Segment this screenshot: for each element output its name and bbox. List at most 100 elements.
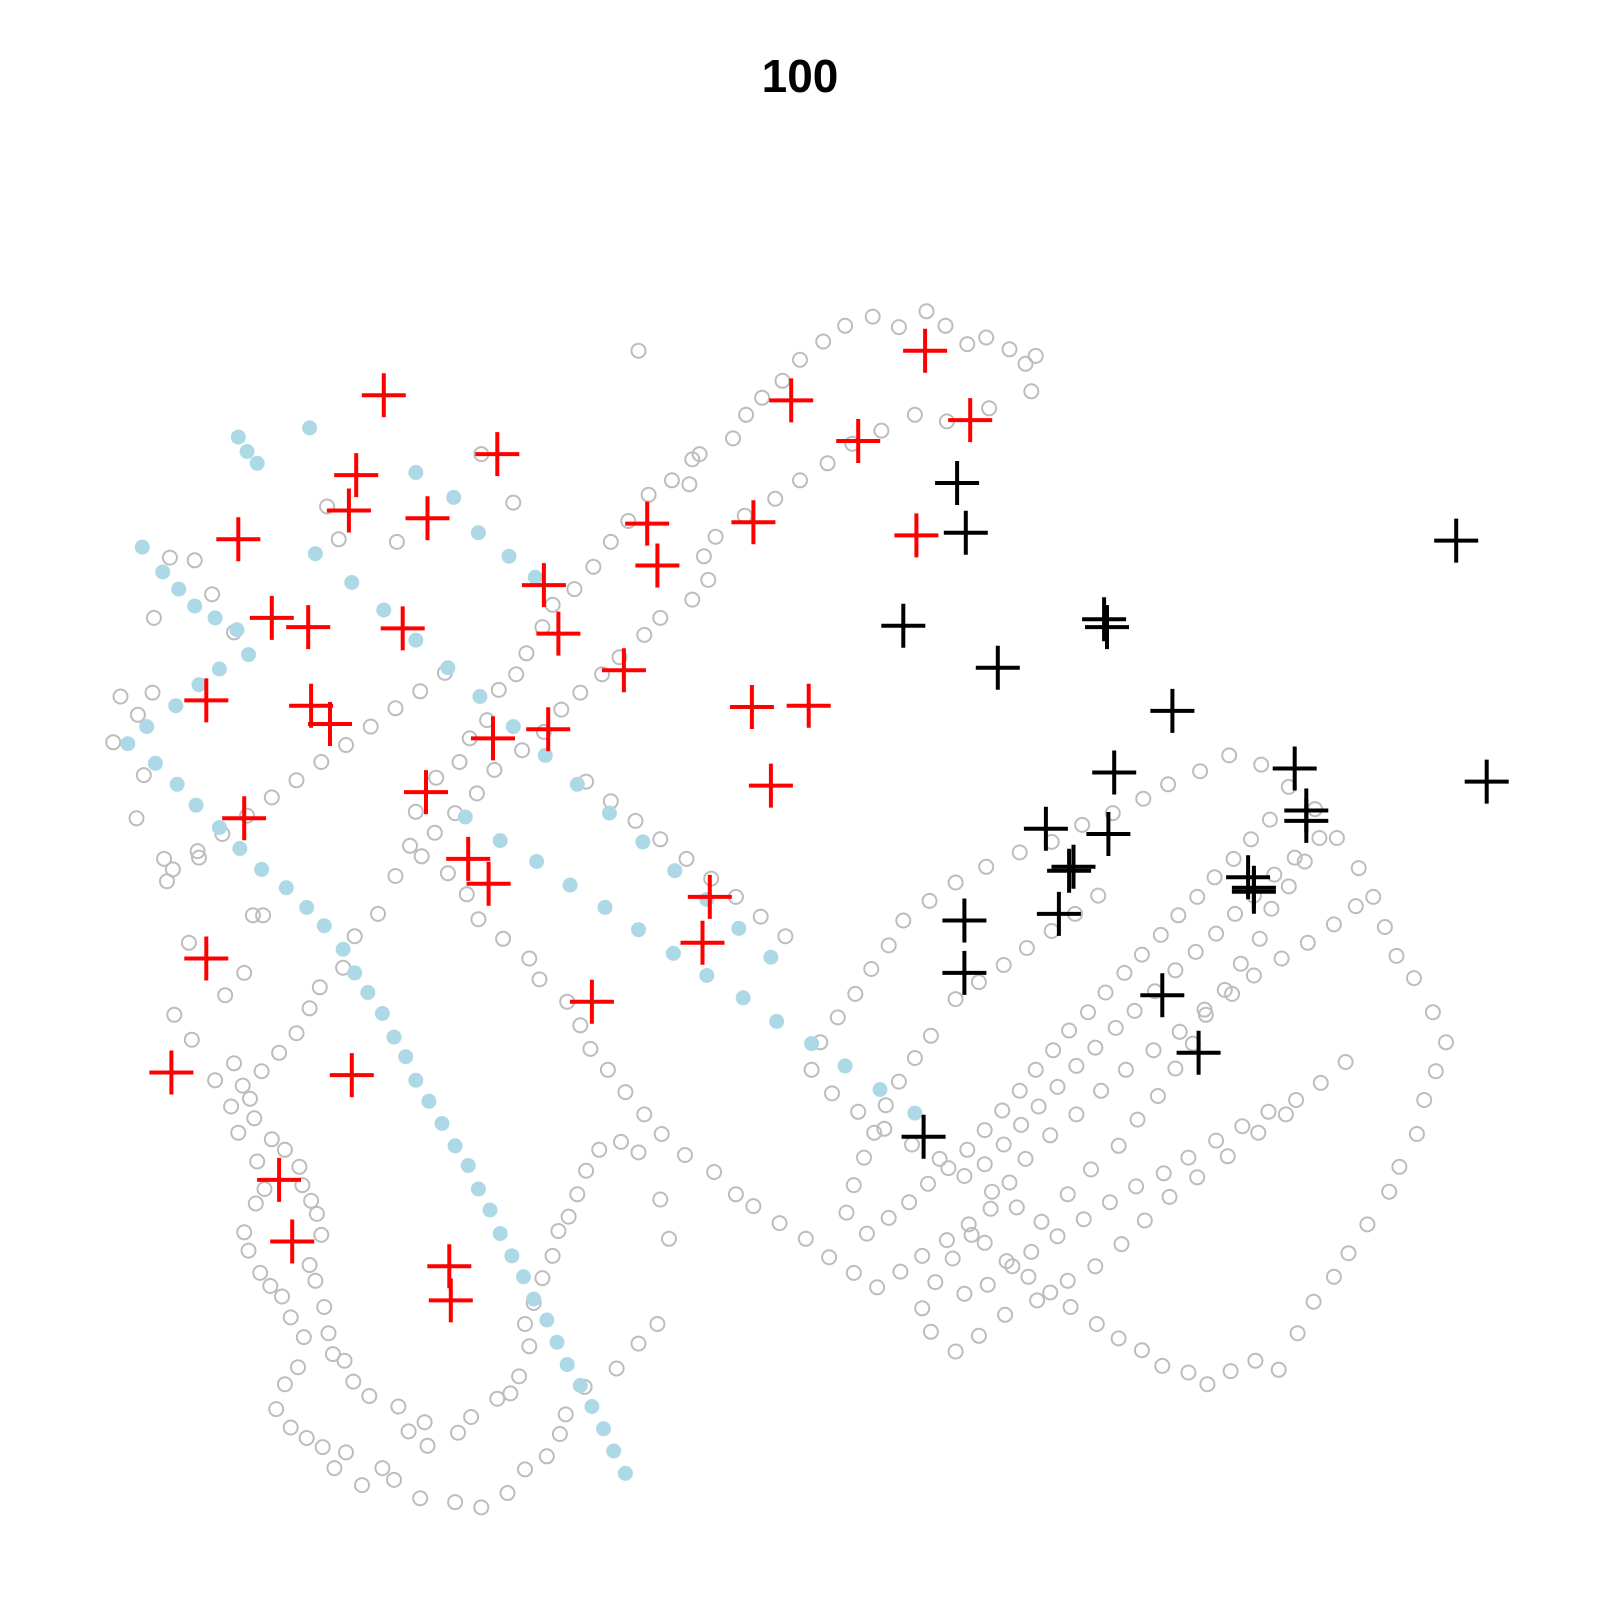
data-point-plus (466, 861, 511, 906)
data-point (278, 880, 294, 896)
data-point (1090, 887, 1107, 904)
data-point (501, 548, 517, 564)
data-point (984, 1183, 1000, 1200)
data-point-plus (1047, 848, 1092, 893)
data-point (1161, 1188, 1178, 1205)
data-point (1337, 1054, 1354, 1070)
data-point (1154, 1357, 1171, 1374)
data-point (562, 877, 578, 893)
data-point-plus (216, 517, 261, 562)
data-point (387, 868, 404, 884)
data-point-plus (687, 874, 732, 919)
data-point (1155, 1165, 1172, 1182)
data-point (1152, 926, 1169, 943)
data-point (1196, 1001, 1213, 1018)
data-point (727, 1186, 744, 1203)
data-point (617, 1084, 634, 1101)
data-point (652, 1191, 669, 1208)
data-point (307, 546, 323, 562)
data-point-plus (836, 419, 881, 463)
data-point (681, 476, 698, 493)
data-point (518, 645, 535, 662)
data-point-plus (1150, 688, 1195, 733)
data-point (538, 1448, 555, 1465)
data-point-plus (1092, 750, 1137, 795)
data-point (695, 548, 712, 565)
data-point (226, 1055, 242, 1072)
data-point-plus (748, 763, 793, 808)
data-point (294, 1177, 311, 1194)
data-point (630, 1144, 647, 1161)
data-point (360, 985, 376, 1000)
data-point (608, 1360, 625, 1377)
data-point-plus (380, 606, 425, 651)
data-point (426, 824, 443, 841)
data-point-plus (1464, 759, 1509, 804)
data-point (1074, 816, 1091, 833)
data-point (446, 489, 462, 505)
data-point-plus (569, 979, 614, 1024)
data-point (1260, 1103, 1277, 1120)
data-point (460, 1158, 476, 1173)
data-point (1325, 1268, 1342, 1285)
data-point (1101, 1194, 1118, 1211)
data-point (1129, 1111, 1146, 1128)
data-point (1222, 1363, 1239, 1380)
data-point (470, 525, 486, 541)
data-point (544, 1247, 561, 1264)
data-point-plus (975, 645, 1020, 690)
data-point (531, 971, 548, 988)
data-point (937, 317, 954, 334)
data-point (627, 812, 644, 829)
data-point (970, 974, 987, 991)
data-point (516, 1269, 531, 1285)
data-point (186, 552, 203, 569)
data-point (413, 848, 430, 865)
data-point-plus (942, 898, 987, 943)
data-point (440, 660, 456, 676)
data-point (1128, 1178, 1145, 1195)
data-point (311, 979, 328, 996)
data-point (374, 1006, 390, 1021)
data-point (596, 1421, 611, 1437)
data-point (241, 647, 256, 663)
data-point-plus (894, 513, 939, 558)
data-point-plus (786, 683, 831, 728)
data-point (252, 1264, 269, 1281)
data-point (463, 1409, 480, 1425)
data-point (569, 776, 585, 792)
data-point (1232, 955, 1249, 972)
data-point (1180, 1149, 1197, 1166)
data-point (207, 1072, 224, 1089)
data-point (290, 1359, 306, 1376)
data-point (1245, 967, 1262, 984)
data-point (408, 465, 424, 480)
data-point (1062, 1299, 1079, 1315)
data-point (1243, 831, 1259, 848)
data-point (1107, 1019, 1124, 1036)
data-point (981, 400, 998, 417)
data-point (211, 661, 227, 677)
data-point (1219, 1148, 1236, 1165)
data-point-plus (942, 950, 987, 995)
data-point-plus (308, 702, 352, 746)
data-point (1261, 811, 1278, 828)
data-point (1042, 1127, 1059, 1144)
data-point (263, 789, 280, 806)
data-point (863, 961, 880, 977)
data-point-plus (1051, 844, 1096, 889)
data-point (959, 336, 976, 353)
series-2 (120, 420, 923, 1481)
data-point-plus (769, 378, 814, 423)
data-point (584, 1399, 600, 1414)
data-point (211, 820, 227, 835)
data-point (829, 1009, 846, 1026)
data-point (421, 1093, 437, 1109)
data-point (1381, 1183, 1398, 1200)
data-point (313, 1226, 330, 1243)
data-point (1270, 1361, 1287, 1378)
data-point (313, 754, 330, 770)
data-point (560, 1208, 577, 1225)
data-point (301, 1000, 318, 1017)
data-point (1328, 830, 1345, 846)
